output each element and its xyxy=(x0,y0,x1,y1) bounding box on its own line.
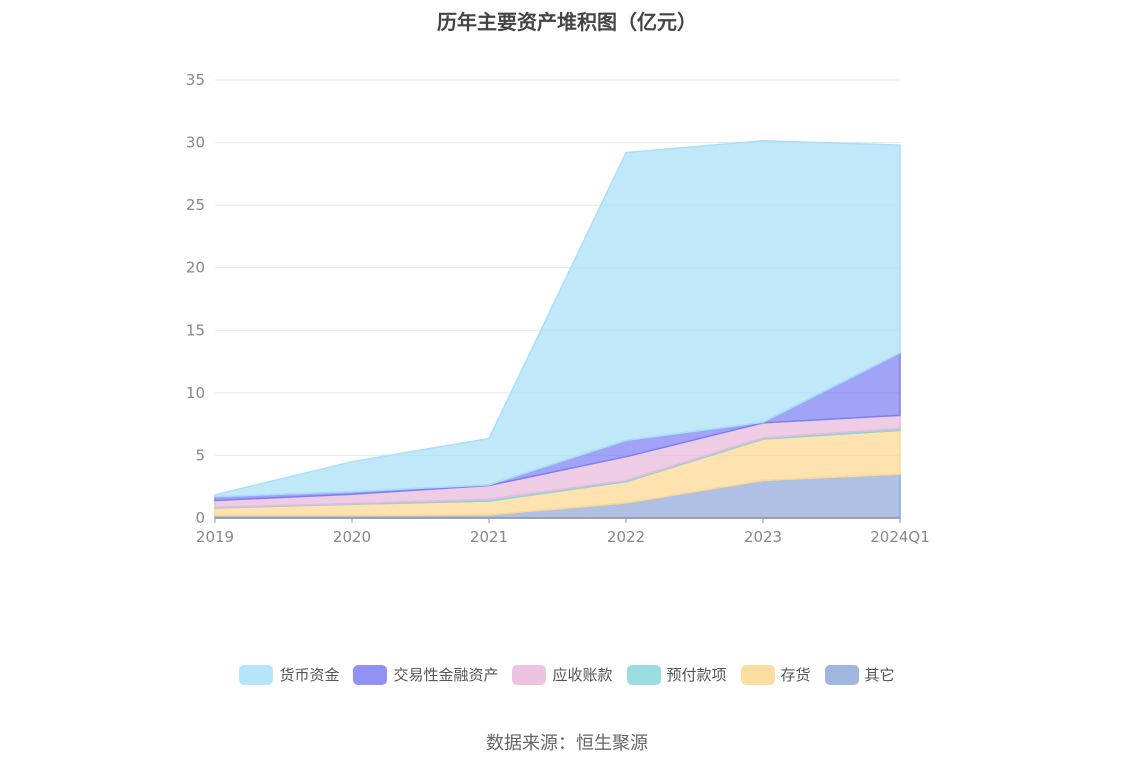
chart-title: 历年主要资产堆积图（亿元） xyxy=(437,10,697,34)
x-tick-label: 2023 xyxy=(744,528,782,546)
legend-item[interactable]: 其它 xyxy=(824,664,895,685)
legend-item[interactable]: 货币资金 xyxy=(239,664,339,685)
stacked-area-chart: 0 5 10 15 20 25 30 35 2019 2020 2021 2022 2023 2024Q… xyxy=(186,71,930,546)
legend-swatch xyxy=(740,664,775,685)
legend-item[interactable]: 存货 xyxy=(740,664,811,685)
x-tick-label: 2020 xyxy=(333,528,371,546)
legend-label: 交易性金融资产 xyxy=(393,666,499,684)
legend-label: 应收账款 xyxy=(552,666,613,684)
legend-swatch xyxy=(512,664,547,685)
legend-swatch xyxy=(353,664,388,685)
legend: 货币资金 交易性金融资产 应收账款 预付款项 存货 其它 xyxy=(0,664,1134,685)
area-series xyxy=(214,139,901,519)
legend-label: 其它 xyxy=(864,666,895,684)
y-axis-ticks: 0 5 10 15 20 25 30 35 xyxy=(186,71,205,527)
legend-label: 存货 xyxy=(780,666,811,684)
area-货币资金 xyxy=(214,139,901,498)
legend-label: 预付款项 xyxy=(666,666,727,684)
y-tick-label: 5 xyxy=(195,446,205,464)
y-tick-label: 20 xyxy=(186,259,205,277)
y-tick-label: 25 xyxy=(186,196,205,214)
x-tick-label: 2024Q1 xyxy=(870,528,930,546)
legend-item[interactable]: 预付款项 xyxy=(626,664,727,685)
x-axis-ticks: 2019 2020 2021 2022 2023 2024Q1 xyxy=(196,528,930,546)
legend-swatch xyxy=(239,664,274,685)
legend-label: 货币资金 xyxy=(279,666,340,684)
y-tick-label: 30 xyxy=(186,134,205,152)
x-tick-label: 2021 xyxy=(470,528,508,546)
y-tick-label: 15 xyxy=(186,321,205,339)
y-tick-label: 35 xyxy=(186,71,205,89)
legend-item[interactable]: 应收账款 xyxy=(512,664,613,685)
y-tick-label: 10 xyxy=(186,384,205,402)
legend-swatch xyxy=(626,664,661,685)
data-source: 数据来源：恒生聚源 xyxy=(486,733,648,754)
legend-swatch xyxy=(824,664,859,685)
x-tick-label: 2019 xyxy=(196,528,234,546)
x-tick-label: 2022 xyxy=(607,528,645,546)
legend-item[interactable]: 交易性金融资产 xyxy=(353,664,498,685)
y-tick-label: 0 xyxy=(195,509,205,527)
x-axis xyxy=(214,517,901,523)
